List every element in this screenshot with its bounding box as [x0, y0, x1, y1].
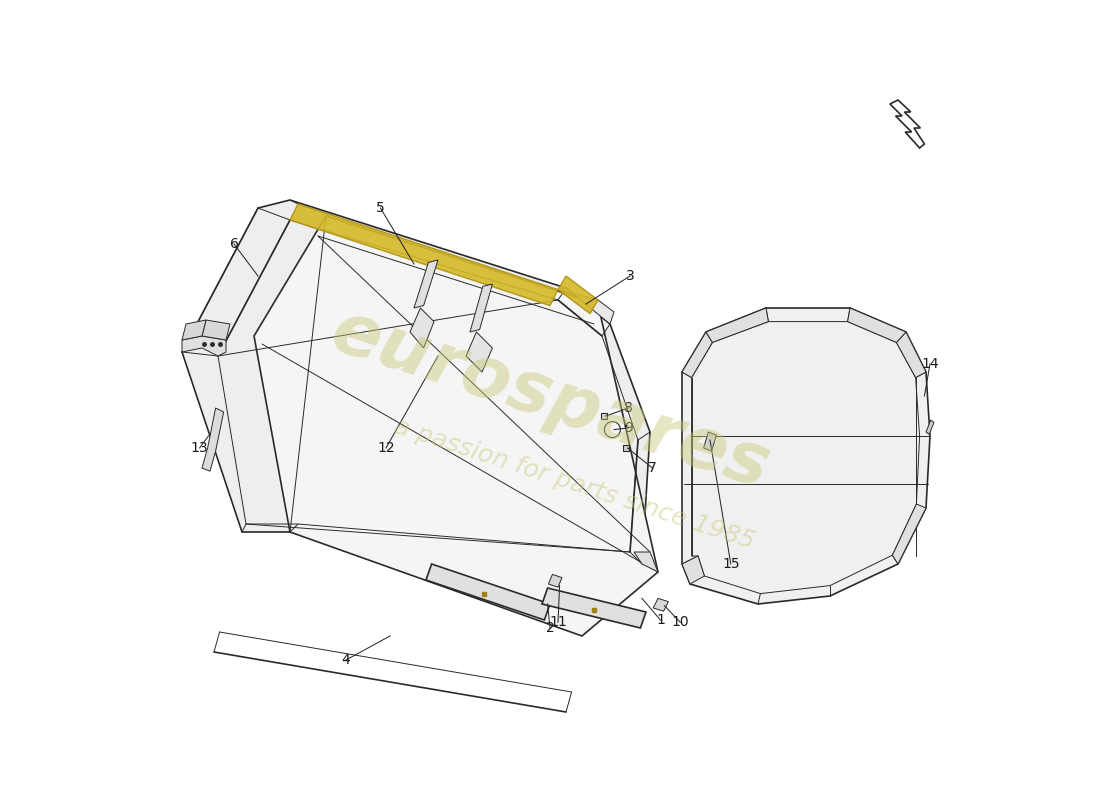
- Text: 1: 1: [656, 613, 664, 627]
- Polygon shape: [682, 332, 713, 378]
- Polygon shape: [290, 204, 558, 306]
- Text: 6: 6: [230, 237, 239, 251]
- Polygon shape: [704, 432, 716, 451]
- Polygon shape: [182, 336, 225, 356]
- Text: 5: 5: [376, 201, 385, 215]
- Polygon shape: [558, 288, 614, 324]
- Text: 3: 3: [626, 269, 635, 283]
- Polygon shape: [682, 308, 930, 604]
- Text: 4: 4: [342, 653, 351, 667]
- Text: 13: 13: [190, 441, 208, 455]
- Text: 2: 2: [546, 621, 554, 635]
- Polygon shape: [414, 260, 438, 308]
- Polygon shape: [653, 598, 669, 611]
- Polygon shape: [682, 556, 704, 584]
- Text: 11: 11: [549, 615, 566, 630]
- Polygon shape: [542, 588, 646, 628]
- Polygon shape: [470, 284, 493, 332]
- Text: 9: 9: [624, 421, 632, 435]
- Polygon shape: [202, 408, 223, 471]
- Polygon shape: [926, 420, 934, 434]
- Polygon shape: [466, 332, 493, 372]
- Polygon shape: [182, 200, 650, 564]
- Polygon shape: [254, 216, 658, 636]
- Polygon shape: [549, 574, 562, 587]
- Polygon shape: [896, 332, 926, 378]
- Polygon shape: [202, 320, 230, 340]
- Text: 10: 10: [672, 615, 690, 630]
- Text: 12: 12: [377, 441, 395, 455]
- Polygon shape: [558, 276, 598, 314]
- Polygon shape: [848, 308, 906, 342]
- Text: 7: 7: [648, 461, 657, 475]
- Polygon shape: [892, 504, 926, 564]
- Polygon shape: [634, 552, 658, 572]
- Text: 8: 8: [624, 401, 632, 415]
- Text: a passion for parts since 1985: a passion for parts since 1985: [390, 414, 757, 554]
- Polygon shape: [182, 320, 206, 340]
- Polygon shape: [706, 308, 769, 342]
- Text: 15: 15: [722, 557, 739, 571]
- Polygon shape: [410, 308, 435, 348]
- Polygon shape: [890, 100, 924, 148]
- Polygon shape: [426, 564, 550, 620]
- Text: 14: 14: [921, 357, 938, 371]
- Text: eurospares: eurospares: [322, 297, 778, 503]
